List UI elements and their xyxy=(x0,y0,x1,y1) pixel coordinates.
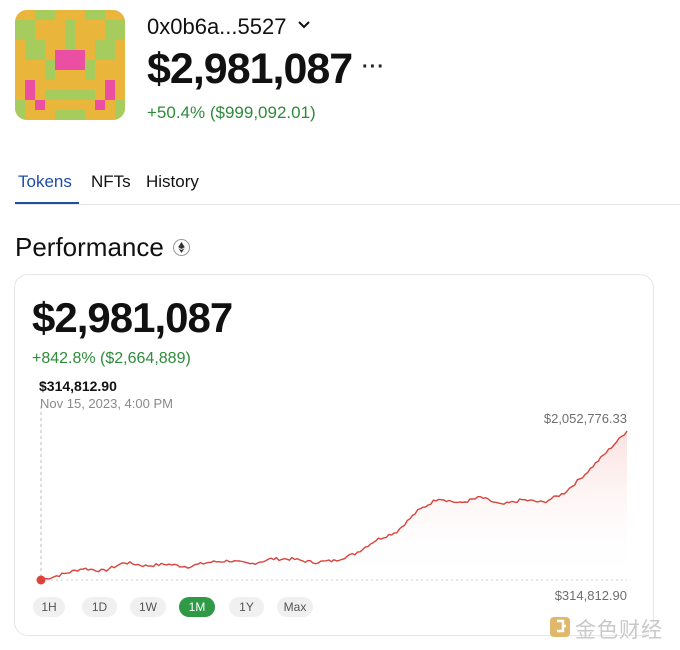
tab-tokens[interactable]: Tokens xyxy=(18,172,72,191)
wallet-address[interactable]: 0x0b6a...5527 xyxy=(147,14,287,39)
wallet-avatar xyxy=(15,10,125,120)
balance-change: +50.4% ($999,092.01) xyxy=(147,103,316,122)
range-1y-button[interactable]: 1Y xyxy=(229,597,264,617)
range-1w-button[interactable]: 1W xyxy=(130,597,166,617)
hover-date: Nov 15, 2023, 4:00 PM xyxy=(40,396,173,411)
jinse-logo-icon xyxy=(549,616,571,638)
range-1m-button[interactable]: 1M xyxy=(179,597,215,617)
section-title: Performance xyxy=(15,232,164,262)
tab-active-indicator xyxy=(15,202,79,204)
more-options-button[interactable]: ··· xyxy=(362,56,385,78)
chart-min-label: $314,812.90 xyxy=(554,588,627,603)
performance-value: $2,981,087 xyxy=(32,294,233,341)
chart-max-label: $2,052,776.33 xyxy=(543,411,627,426)
tab-nfts[interactable]: NFTs xyxy=(91,172,131,191)
tab-history[interactable]: History xyxy=(146,172,199,191)
chart-series-line xyxy=(40,430,628,581)
tab-divider xyxy=(15,204,680,205)
chevron-down-icon[interactable] xyxy=(296,16,312,32)
chart-start-dot xyxy=(36,575,46,585)
chart-area xyxy=(41,431,627,580)
range-max-button[interactable]: Max xyxy=(277,597,313,617)
ethereum-icon[interactable] xyxy=(173,239,190,256)
watermark-text: 金色财经 xyxy=(575,619,663,642)
wallet-balance: $2,981,087 xyxy=(147,45,353,93)
performance-change: +842.8% ($2,664,889) xyxy=(32,350,191,367)
hover-value: $314,812.90 xyxy=(39,378,117,394)
range-1d-button[interactable]: 1D xyxy=(82,597,117,617)
performance-card xyxy=(14,274,654,636)
range-1h-button[interactable]: 1H xyxy=(33,597,65,617)
